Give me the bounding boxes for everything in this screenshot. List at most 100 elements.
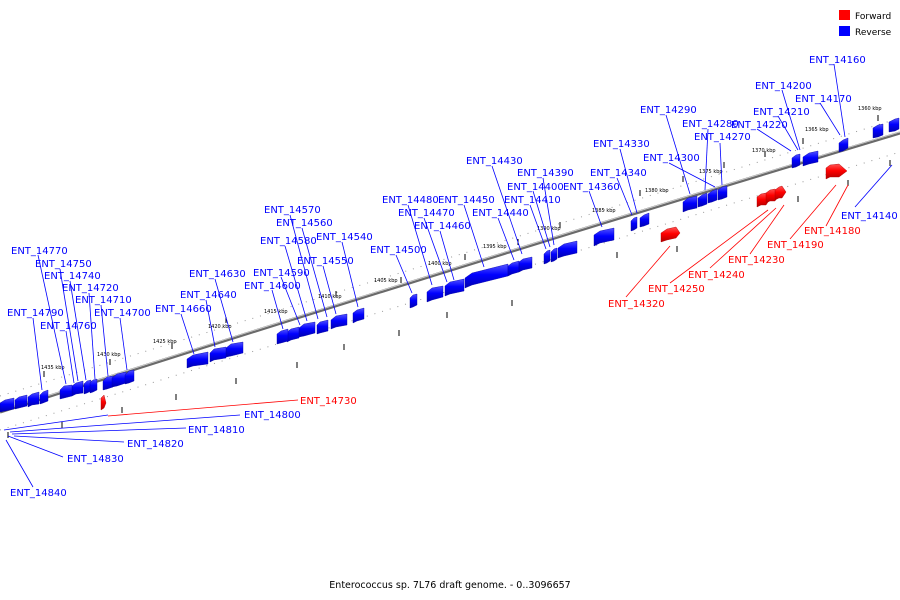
gene-block[interactable] (557, 240, 578, 259)
gene-block[interactable] (802, 150, 819, 167)
tick-label: 1390 kbp (537, 226, 561, 232)
gene-label[interactable]: ENT_14390 (517, 168, 574, 179)
gene-block[interactable] (550, 247, 558, 263)
tick-label: 1425 kbp (153, 339, 177, 345)
gene-label[interactable]: ENT_14440 (472, 208, 529, 219)
gene-label[interactable]: ENT_14410 (504, 195, 561, 206)
gene-block[interactable] (660, 226, 681, 243)
gene-block[interactable] (639, 212, 650, 228)
tick-label: 1370 kbp (752, 148, 776, 154)
gene-label[interactable]: ENT_14290 (640, 105, 697, 116)
gene-label[interactable]: ENT_14580 (260, 236, 317, 247)
gene-block[interactable] (71, 380, 84, 397)
gene-label[interactable]: ENT_14640 (180, 290, 237, 301)
gene-label[interactable]: ENT_14730 (300, 396, 357, 407)
gene-label[interactable]: ENT_14570 (264, 205, 321, 216)
gene-label[interactable]: ENT_14540 (316, 232, 373, 243)
gene-label[interactable]: ENT_14450 (438, 195, 495, 206)
gene-label[interactable]: ENT_14630 (189, 269, 246, 280)
gene-block[interactable] (286, 326, 300, 343)
gene-block[interactable] (543, 249, 551, 265)
gene-label[interactable]: ENT_14180 (804, 226, 861, 237)
gene-block[interactable] (426, 285, 444, 303)
gene-block[interactable] (59, 384, 73, 400)
gene-block[interactable] (507, 260, 520, 277)
gene-block[interactable] (697, 192, 708, 208)
gene-block[interactable] (352, 307, 365, 324)
gene-label[interactable]: ENT_14740 (44, 271, 101, 282)
gene-label[interactable]: ENT_14710 (75, 295, 132, 306)
gene-label[interactable]: ENT_14660 (155, 304, 212, 315)
gene-block[interactable] (209, 346, 227, 363)
gene-label[interactable]: ENT_14800 (244, 410, 301, 421)
gene-label[interactable]: ENT_14200 (755, 81, 812, 92)
gene-label[interactable]: ENT_14480 (382, 195, 439, 206)
gene-label[interactable]: ENT_14230 (728, 255, 785, 266)
gene-label[interactable]: ENT_14820 (127, 439, 184, 450)
gene-label[interactable]: ENT_14210 (753, 107, 810, 118)
gene-block[interactable] (27, 391, 40, 408)
gene-label[interactable]: ENT_14770 (11, 246, 68, 257)
gene-block[interactable] (593, 227, 615, 247)
gene-label[interactable]: ENT_14360 (563, 182, 620, 193)
gene-block[interactable] (89, 378, 98, 394)
gene-label[interactable]: ENT_14160 (809, 55, 866, 66)
gene-label[interactable]: ENT_14790 (7, 308, 64, 319)
gene-label[interactable]: ENT_14140 (841, 211, 898, 222)
gene-block[interactable] (838, 137, 849, 153)
gene-label[interactable]: ENT_14270 (694, 132, 751, 143)
gene-block[interactable] (409, 293, 418, 309)
gene-label[interactable]: ENT_14320 (608, 299, 665, 310)
gene-block[interactable] (225, 341, 244, 358)
gene-block[interactable] (791, 153, 801, 169)
gene-label[interactable]: ENT_14190 (767, 240, 824, 251)
gene-label[interactable]: ENT_14810 (188, 425, 245, 436)
gene-label[interactable]: ENT_14280 (682, 119, 739, 130)
gene-block[interactable] (444, 278, 465, 297)
gene-block[interactable] (276, 328, 289, 345)
gene-label[interactable]: ENT_14400 (507, 182, 564, 193)
gene-block[interactable] (682, 195, 698, 213)
gene-label[interactable]: ENT_14560 (276, 218, 333, 229)
gene-block[interactable] (707, 188, 718, 204)
gene-block[interactable] (888, 117, 900, 133)
gene-label[interactable]: ENT_14170 (795, 94, 852, 105)
gene-label[interactable]: ENT_14760 (40, 321, 97, 332)
gene-block[interactable] (774, 185, 787, 201)
gene-label[interactable]: ENT_14830 (67, 454, 124, 465)
gene-block[interactable] (124, 369, 135, 385)
genome-backbone-highlight (0, 131, 900, 412)
gene-block[interactable] (464, 263, 509, 289)
gene-block[interactable] (186, 351, 209, 369)
reverse-track-guide (0, 117, 900, 397)
gene-block[interactable] (825, 163, 848, 180)
gene-label[interactable]: ENT_14600 (244, 281, 301, 292)
gene-label[interactable]: ENT_14460 (414, 221, 471, 232)
gene-label[interactable]: ENT_14750 (35, 259, 92, 270)
gene-block[interactable] (872, 123, 884, 139)
gene-block[interactable] (316, 319, 329, 335)
gene-label[interactable]: ENT_14300 (643, 153, 700, 164)
gene-label[interactable]: ENT_14340 (590, 168, 647, 179)
gene-label[interactable]: ENT_14330 (593, 139, 650, 150)
gene-label[interactable]: ENT_14590 (253, 268, 310, 279)
gene-block[interactable] (518, 256, 533, 273)
gene-block[interactable] (100, 394, 107, 411)
gene-block[interactable] (717, 185, 728, 201)
gene-block[interactable] (630, 216, 638, 232)
gene-label[interactable]: ENT_14500 (370, 245, 427, 256)
gene-block[interactable] (298, 321, 316, 338)
gene-label[interactable]: ENT_14250 (648, 284, 705, 295)
gene-label[interactable]: ENT_14430 (466, 156, 523, 167)
gene-block[interactable] (39, 389, 49, 405)
gene-label[interactable]: ENT_14700 (94, 308, 151, 319)
gene-label[interactable]: ENT_14720 (62, 283, 119, 294)
gene-label[interactable]: ENT_14240 (688, 270, 745, 281)
gene-block[interactable] (0, 397, 15, 413)
gene-block[interactable] (330, 313, 348, 330)
gene-label[interactable]: ENT_14550 (297, 256, 354, 267)
gene-label[interactable]: ENT_14220 (731, 120, 788, 131)
gene-label[interactable]: ENT_14840 (10, 488, 67, 499)
gene-label[interactable]: ENT_14470 (398, 208, 455, 219)
gene-block[interactable] (14, 394, 28, 410)
